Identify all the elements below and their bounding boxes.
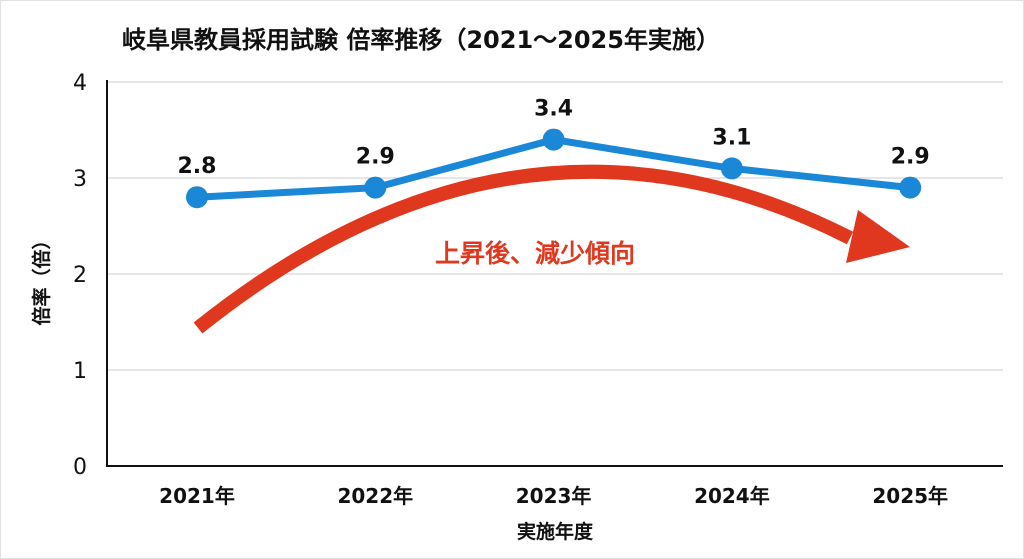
trend-arrow-shaft [193, 164, 854, 334]
chart-title: 岐阜県教員採用試験 倍率推移（2021〜2025年実施） [122, 26, 720, 54]
data-label: 3.4 [534, 97, 573, 122]
x-tick-label: 2022年 [337, 484, 413, 508]
y-tick-label: 3 [73, 167, 87, 192]
data-label: 2.9 [356, 145, 395, 170]
data-label: 3.1 [712, 125, 751, 150]
x-tick-label: 2021年 [159, 484, 235, 508]
data-point [542, 128, 565, 151]
x-tick-label: 2023年 [516, 484, 592, 508]
data-point [899, 176, 922, 199]
y-tick-label: 0 [73, 455, 87, 480]
y-tick-label: 4 [73, 71, 87, 96]
x-tick-label: 2025年 [872, 484, 948, 508]
data-point [186, 186, 208, 209]
data-label: 2.8 [178, 154, 217, 179]
trend-annotation: 上昇後、減少傾向 [435, 239, 635, 268]
trend-arrow-head [846, 210, 910, 263]
x-axis-label: 実施年度 [517, 520, 594, 543]
y-axis-label: 倍率（倍） [30, 230, 53, 325]
data-point [364, 176, 387, 199]
y-tick-label: 2 [73, 263, 87, 288]
y-tick-label: 1 [73, 359, 87, 384]
data-label: 2.9 [891, 145, 930, 170]
x-tick-label: 2024年 [694, 484, 770, 508]
data-point [720, 157, 743, 180]
